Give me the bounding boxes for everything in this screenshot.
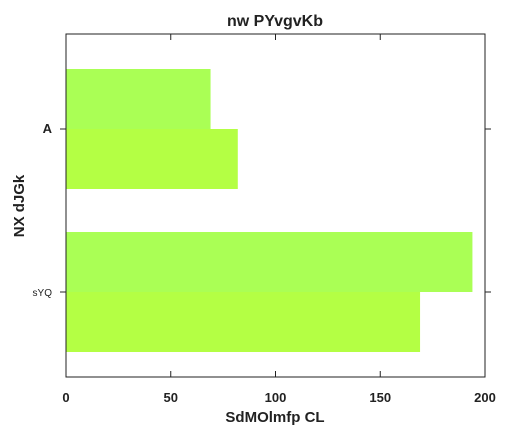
x-tick-label: 0 xyxy=(62,390,69,405)
bar-1-series-2 xyxy=(66,129,238,189)
bar-1-series-1 xyxy=(66,69,211,129)
bar-2-series-2 xyxy=(66,292,421,352)
y-tick-label-1: A xyxy=(43,121,53,136)
y-axis-label: NX dJGk xyxy=(11,174,28,237)
x-tick-label: 150 xyxy=(369,390,391,405)
bars-group xyxy=(66,69,473,352)
x-axis-ticks: 0 50 100 150 200 xyxy=(62,34,496,405)
x-axis-label: SdMOlmfp CL xyxy=(225,409,324,426)
y-tick-label-2: sYQ xyxy=(33,288,53,299)
x-tick-label: 200 xyxy=(474,390,496,405)
chart-title: nw PYvgvKb xyxy=(227,13,323,30)
x-tick-label: 100 xyxy=(265,390,287,405)
bar-2-series-1 xyxy=(66,232,473,292)
x-tick-label: 50 xyxy=(164,390,178,405)
